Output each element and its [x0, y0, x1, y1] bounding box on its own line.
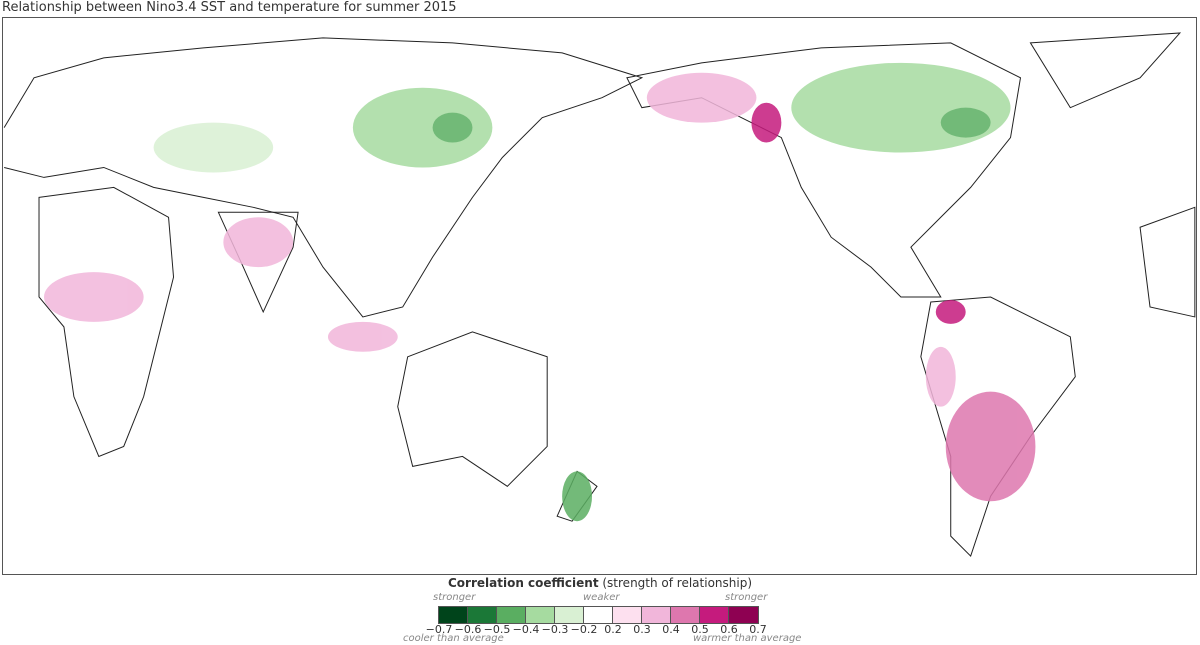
label-stronger-right: stronger	[725, 592, 768, 603]
land-outlines	[3, 32, 1196, 557]
correlation-map	[2, 17, 1197, 575]
label-stronger-left: stronger	[433, 592, 476, 603]
color-swatch	[497, 607, 526, 623]
label-weaker: weaker	[583, 592, 620, 603]
north-america-outline	[626, 42, 1022, 298]
color-scale-bar	[438, 606, 759, 624]
color-swatch	[526, 607, 555, 623]
legend-title-rest: (strength of relationship)	[598, 576, 753, 590]
color-swatch	[468, 607, 497, 623]
label-warmer: warmer than average	[693, 633, 802, 644]
color-swatch	[613, 607, 642, 623]
tick-label: 0.3	[633, 623, 651, 636]
greenland-outline	[1029, 32, 1182, 109]
tick-label: 0.2	[604, 623, 622, 636]
tick-label: −0.2	[570, 623, 598, 636]
eurasia-outline	[3, 37, 644, 318]
color-swatch	[700, 607, 729, 623]
alaska-coast-magenta	[751, 102, 782, 143]
color-swatch	[642, 607, 671, 623]
africa-pink	[43, 272, 144, 322]
color-swatch	[729, 607, 758, 623]
siberia-green-strong	[432, 112, 473, 143]
australia-outline	[397, 331, 548, 487]
tick-label: −0.3	[541, 623, 569, 636]
color-swatch	[584, 607, 613, 623]
europe-africa-east-outline	[1139, 206, 1196, 318]
tick-label: 0.7	[749, 623, 767, 636]
tick-label: 0.6	[720, 623, 738, 636]
new-zealand-green	[562, 471, 593, 522]
indonesia-pink	[327, 321, 398, 352]
correlation-shading	[43, 62, 1036, 522]
color-swatch	[555, 607, 584, 623]
canada-green	[791, 62, 1011, 153]
legend-title: Correlation coefficient (strength of rel…	[0, 576, 1200, 590]
tick-label: −0.6	[454, 623, 482, 636]
south-america-pink	[945, 391, 1036, 502]
andes-pink	[925, 346, 956, 407]
color-swatch	[671, 607, 700, 623]
tick-label: −0.5	[483, 623, 511, 636]
tick-label: −0.4	[512, 623, 540, 636]
india-pink	[223, 217, 294, 268]
canada-green-strong	[940, 107, 991, 138]
tick-label: −0.7	[425, 623, 453, 636]
map-title: Relationship between Nino3.4 SST and tem…	[2, 0, 457, 15]
tick-label: 0.4	[662, 623, 680, 636]
legend-title-bold: Correlation coefficient	[447, 576, 599, 590]
alaska-pink	[646, 72, 757, 123]
africa-outline	[38, 186, 175, 458]
label-cooler: cooler than average	[403, 633, 504, 644]
color-swatch	[439, 607, 468, 623]
siberia-green	[352, 87, 493, 168]
central-asia-green	[153, 122, 274, 173]
tick-label: 0.5	[691, 623, 709, 636]
central-america-magenta	[935, 299, 966, 324]
